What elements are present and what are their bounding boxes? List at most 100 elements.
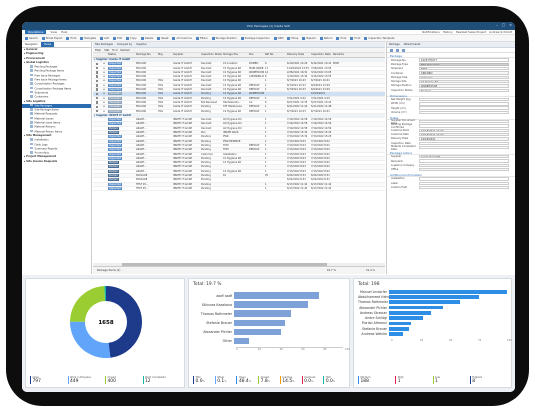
column-header-inspection-status[interactable]: Inspection Status bbox=[201, 53, 222, 56]
person-row-andre-schl-gl[interactable]: Andre Schlögl bbox=[358, 315, 507, 320]
tree-item-site-management[interactable]: ▸ Site Management bbox=[22, 134, 91, 138]
toolbar-print-button[interactable]: Print bbox=[335, 36, 347, 40]
person-row-andreas-weinke[interactable]: Andreas Weinke bbox=[358, 331, 507, 336]
table-row[interactable]: Inspected A6GRT… INSITE IT GmbH Decoreit AQ … bbox=[93, 118, 385, 123]
cell-col1[interactable] bbox=[100, 178, 107, 181]
cell-col0[interactable] bbox=[93, 96, 100, 100]
person-bar[interactable] bbox=[389, 305, 444, 310]
row-checkbox[interactable] bbox=[95, 79, 99, 83]
cell-col0[interactable] bbox=[93, 183, 100, 186]
cell-col1[interactable] bbox=[100, 140, 107, 143]
tree-item-containers[interactable]: Containers bbox=[22, 95, 91, 99]
details-tab-attachments[interactable]: Attachments bbox=[403, 43, 421, 46]
cell-col1[interactable] bbox=[100, 183, 107, 186]
tree-item-material-requests[interactable]: Material Requests bbox=[22, 112, 91, 116]
table-row[interactable]: Packed PACKAGE INSITE IT GmbH Pending 6/24/2… bbox=[93, 178, 385, 183]
cell-col1[interactable]: ▭ bbox=[100, 62, 107, 65]
field-value-customs-start[interactable]: 10/18/2021 12:00 bbox=[419, 128, 509, 132]
field-value-volume-m[interactable] bbox=[419, 110, 509, 115]
tree-item-material-issue-items[interactable]: Material Issue Items bbox=[22, 121, 91, 125]
maximize-icon[interactable]: □ bbox=[501, 23, 506, 27]
cell-col0[interactable] bbox=[93, 127, 100, 130]
toolbar-print-button[interactable]: Print bbox=[65, 36, 77, 40]
column-header-col0[interactable] bbox=[93, 53, 100, 57]
tree-item-daily-logs[interactable]: Daily Logs bbox=[22, 142, 91, 147]
grid-tab-supplier[interactable]: Supplier bbox=[136, 43, 147, 46]
cell-col1[interactable] bbox=[100, 161, 107, 164]
cell-col0[interactable] bbox=[93, 131, 100, 134]
cell-col1[interactable]: ▭ bbox=[100, 88, 107, 91]
field-value-package-type[interactable]: HOL Delivered bbox=[419, 62, 509, 67]
column-header-package-no[interactable]: Package No. bbox=[136, 53, 152, 56]
tree-item-accounting[interactable]: Accounting bbox=[22, 151, 91, 155]
table-row[interactable]: ▭ Unloaded 850.000 HOL Inside IT GmbH Pending… bbox=[93, 96, 385, 101]
grid-tool-find[interactable]: Find bbox=[112, 48, 118, 52]
field-value-package-no[interactable]: 1025775077 bbox=[419, 58, 509, 62]
section-package[interactable]: Package bbox=[387, 53, 515, 58]
tree-item-project-management[interactable]: ▸ Project Management bbox=[22, 155, 91, 159]
table-row[interactable]: Inspected A6GRT… INSITE IT GmbH Decoreit AQ … bbox=[93, 122, 385, 127]
cell-col1[interactable]: ▭ bbox=[100, 92, 107, 95]
person-bar[interactable] bbox=[389, 300, 460, 305]
table-row[interactable]: Packed A6GRT… INSITE IT GmbH Pending C1 Hygi… bbox=[93, 169, 385, 175]
table-row[interactable]: ▭ Inspected 850.000 Inside IT GmbH Decoreit C… bbox=[93, 70, 385, 76]
save-icon[interactable] bbox=[390, 48, 393, 52]
table-row[interactable]: Inspected TEST 45… INSITE IT GmbH Pending 1 6… bbox=[93, 182, 385, 187]
toolbar-move-button[interactable]: Move bbox=[286, 36, 299, 40]
cell-col0[interactable] bbox=[93, 66, 100, 70]
section-package-actors[interactable]: Package Actors bbox=[387, 150, 515, 155]
field-value-storage-site[interactable]: C1 Hygien Rd bbox=[419, 79, 509, 84]
cell-col0[interactable] bbox=[93, 122, 100, 125]
field-value-supplier[interactable]: Inside IT GmbH bbox=[419, 155, 509, 159]
table-row[interactable]: Packed A6GRT… INSITE IT GmbH Pending C1 Hygi… bbox=[93, 161, 385, 166]
bar-fill[interactable] bbox=[234, 301, 309, 308]
cell-col1[interactable]: ▭ bbox=[100, 79, 107, 82]
bar-row-aodf-aodf[interactable]: aodf aodf bbox=[193, 291, 343, 300]
bar-fill[interactable] bbox=[234, 328, 281, 336]
cell-col1[interactable] bbox=[100, 187, 107, 190]
menu-help[interactable]: Help bbox=[61, 30, 68, 34]
donut-slice-open[interactable] bbox=[106, 286, 143, 358]
close-icon[interactable]: × bbox=[509, 23, 512, 27]
toolbar-storage-position-button[interactable]: Storage Position bbox=[211, 36, 238, 40]
field-value-supplier-document-date[interactable] bbox=[419, 120, 509, 124]
tree-item-pending-packages[interactable]: Pending Packages bbox=[22, 65, 91, 69]
bar-row-other[interactable]: Other bbox=[193, 336, 343, 345]
tree-item-shipments[interactable]: Shipments bbox=[22, 90, 91, 95]
cell-col1[interactable]: ▭ bbox=[100, 97, 107, 100]
table-row[interactable]: ▭ Unloaded 850.000 HOL Inside IT GmbH Pending… bbox=[93, 92, 385, 97]
tree-item-material-issues[interactable]: Material Issues bbox=[22, 116, 91, 121]
field-value-pending-package-confirmed[interactable] bbox=[419, 124, 509, 128]
tree-item-consolidation-package-items[interactable]: Consolidation Package Items bbox=[22, 86, 91, 91]
toolbar-email-export-button[interactable]: Email Export bbox=[41, 36, 64, 40]
table-row[interactable]: Inspected A6GRT… INSITE IT GmbH Pending PWR … bbox=[93, 139, 385, 144]
table-row[interactable]: Inspected A6GRT… INSITE IT GmbH Customer Ins… bbox=[93, 152, 385, 157]
toolbar-navigate-button[interactable]: Navigate bbox=[79, 36, 97, 40]
field-value-storage-position[interactable]: WAREHOUSE bbox=[419, 84, 509, 88]
person-row-andreas-strasser[interactable]: Andreas Strasser bbox=[358, 310, 507, 315]
cell-col0[interactable] bbox=[93, 170, 100, 173]
cell-col0[interactable] bbox=[93, 105, 100, 109]
cell-col0[interactable] bbox=[93, 135, 100, 138]
tree-item-site-logistics[interactable]: ▸ Site Logistics bbox=[22, 100, 91, 104]
minimize-icon[interactable]: – bbox=[496, 23, 498, 27]
column-header-supplier[interactable]: Supplier bbox=[173, 53, 184, 56]
cell-col1[interactable]: ▭ bbox=[100, 75, 107, 78]
field-value-inspection-status[interactable]: Pending bbox=[419, 88, 509, 92]
table-row[interactable]: ▭ Inspected 850.000 Inside IT GmbH Decoreit C… bbox=[93, 62, 385, 67]
column-header-status[interactable]: Status bbox=[108, 53, 116, 56]
cell-col0[interactable] bbox=[93, 62, 100, 66]
row-checkbox[interactable] bbox=[95, 88, 99, 91]
person-row-manuel-lindorfer[interactable]: Manuel Lindorfer bbox=[358, 289, 507, 294]
row-checkbox[interactable] bbox=[95, 101, 99, 104]
column-header-remarks[interactable]: Remarks bbox=[333, 53, 344, 56]
tree-item-consolidation-packages[interactable]: Consolidation Packages bbox=[22, 82, 91, 86]
table-row[interactable]: Inspected A6GRT… INSITE IT GmbH Pending TDM D… bbox=[93, 143, 385, 149]
toolbar-copy-button[interactable]: Copy bbox=[125, 36, 138, 40]
field-value-inspection-date[interactable] bbox=[419, 141, 509, 145]
donut-slice-work-completed[interactable] bbox=[104, 286, 106, 302]
donut-slice-work-in-progress[interactable] bbox=[70, 321, 111, 358]
field-value-customs-date[interactable]: 10/18/2021 12:00 bbox=[419, 132, 509, 137]
bar-fill[interactable] bbox=[234, 292, 320, 299]
field-value-label[interactable] bbox=[419, 181, 509, 185]
